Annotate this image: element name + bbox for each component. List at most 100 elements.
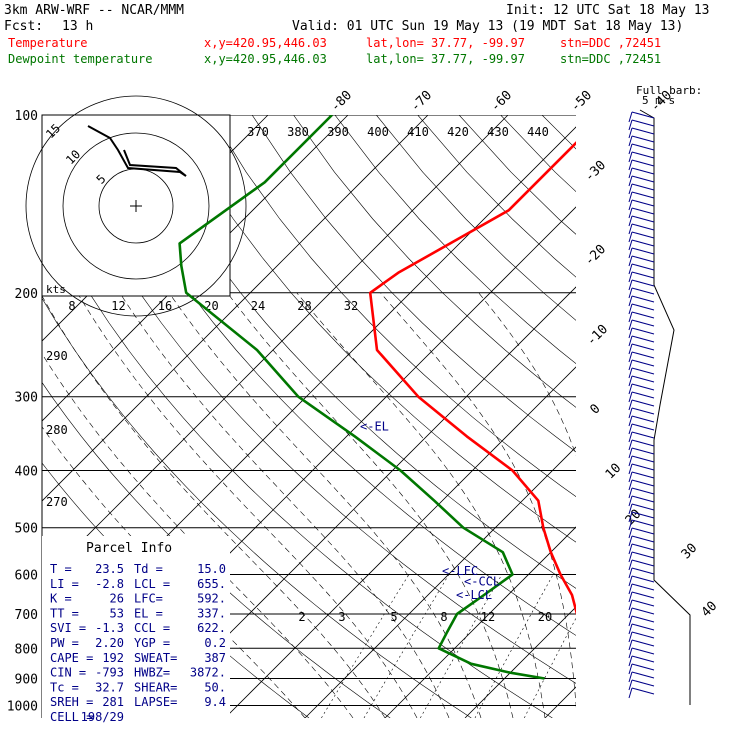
parcel-info-value: 337. xyxy=(197,606,226,620)
el-annotation: <-EL xyxy=(360,420,389,434)
wind-barb xyxy=(631,183,655,191)
pressure-label: 1000 xyxy=(7,699,38,714)
wind-barb xyxy=(631,295,655,303)
wind-barb-flag xyxy=(628,207,633,219)
right-isotherm-label: 40 xyxy=(699,599,721,621)
dewpoint-profile xyxy=(178,115,545,680)
wind-barb xyxy=(631,175,655,183)
wind-barb-flag xyxy=(628,575,633,587)
wind-barb-flag xyxy=(628,255,633,267)
wind-barb xyxy=(631,463,655,471)
moist-adiabat xyxy=(168,292,482,718)
wind-barb-flag xyxy=(628,311,633,323)
wind-barb xyxy=(631,327,655,335)
parcel-info-title: Parcel Info xyxy=(86,541,172,556)
parcel-info-value: 50. xyxy=(204,680,226,694)
dry-adiabat xyxy=(251,115,576,453)
wind-barb-flag xyxy=(628,423,633,435)
parcel-info-label: LFC= xyxy=(134,592,163,606)
parcel-info-label: SVI = xyxy=(50,621,86,635)
wind-barb xyxy=(631,255,655,263)
right-isotherm-label: 10 xyxy=(603,461,625,483)
wind-barb xyxy=(631,551,655,559)
parcel-info-label: YGP = xyxy=(134,636,170,650)
mixing-ratio-bottom-label: 12 xyxy=(481,610,495,624)
mixing-ratio-line xyxy=(589,575,660,719)
parcel-info-label: LI = xyxy=(50,577,79,591)
wind-barb-flag xyxy=(628,535,633,547)
wind-barb xyxy=(631,615,655,623)
dry-adiabat xyxy=(583,115,740,718)
wind-barb xyxy=(631,351,655,359)
wind-barb xyxy=(631,567,655,575)
wind-barb xyxy=(631,311,655,319)
wind-barb xyxy=(631,287,655,295)
wind-barb xyxy=(631,399,655,407)
dewpoint-legend: Dewpoint temperature xyxy=(8,52,153,66)
parcel-info-label: CIN = xyxy=(50,666,86,680)
wind-barb-flag xyxy=(628,271,633,283)
right-isotherm-label: 30 xyxy=(679,541,701,563)
wind-barb xyxy=(631,591,655,599)
parcel-info-label: Td = xyxy=(134,562,163,576)
wind-barb xyxy=(631,511,655,519)
wind-barb xyxy=(631,599,655,607)
parcel-info-label: T = xyxy=(50,562,72,576)
mixing-ratio-top-label: 28 xyxy=(297,299,311,313)
temperature-xy: x,y=420.95,446.03 xyxy=(204,36,327,50)
parcel-info-label: SREH = xyxy=(50,695,93,709)
pressure-label: 700 xyxy=(15,608,38,623)
moist-adiabat xyxy=(119,292,450,718)
wind-barb xyxy=(631,119,655,127)
wind-barb xyxy=(631,607,655,615)
wind-barb-flag xyxy=(628,599,633,611)
hodograph-ring xyxy=(25,95,247,317)
wind-barb-flag xyxy=(628,183,633,195)
wind-barb-flag xyxy=(628,471,633,483)
wind-barb xyxy=(631,455,655,463)
parcel-info-label: Tc = xyxy=(50,680,79,694)
hodograph-trace xyxy=(87,125,187,177)
wind-barb xyxy=(631,279,655,287)
parcel-info-value: -1.3 xyxy=(95,621,124,635)
wind-barb-flag xyxy=(628,687,633,699)
theta-label: 380 xyxy=(287,125,309,139)
wind-barb-flag xyxy=(628,647,633,659)
parcel-info-label: HWBZ= xyxy=(134,666,170,680)
forecast-hours: 13 h xyxy=(62,19,93,34)
right-isotherm-label: -20 xyxy=(582,242,609,269)
wind-barb xyxy=(631,671,655,679)
dry-adiabat xyxy=(334,115,576,364)
wind-barb-flag xyxy=(628,359,633,371)
wind-axis-line xyxy=(639,109,691,705)
wind-barb xyxy=(631,647,655,655)
wind-barb-flag xyxy=(628,375,633,387)
moist-adiabat xyxy=(296,292,546,718)
wind-barb-flag xyxy=(628,199,633,211)
parcel-info-value: 592. xyxy=(197,592,226,606)
parcel-info-value: 622. xyxy=(197,621,226,635)
wind-barb xyxy=(631,151,655,159)
moist-adiabat xyxy=(380,292,576,709)
isotherm-line xyxy=(544,686,576,718)
right-isotherm-label: 20 xyxy=(623,507,645,529)
series-layer xyxy=(178,115,576,680)
wind-barb-flag xyxy=(628,543,633,555)
isotherm-line xyxy=(0,115,28,718)
wind-barb-flag xyxy=(628,383,633,395)
parcel-info-value: -2.8 xyxy=(95,577,124,591)
hodograph-ring xyxy=(62,132,210,280)
wind-barb xyxy=(631,623,655,631)
moist-adiabat xyxy=(77,292,418,718)
wind-barb-flag xyxy=(628,671,633,683)
wind-barb xyxy=(631,127,655,135)
parcel-info-value: 9.4 xyxy=(204,695,226,709)
wind-barb xyxy=(631,447,655,455)
isotherm-line xyxy=(144,286,576,718)
parcel-info-label: CELL = xyxy=(50,710,93,724)
wind-barb xyxy=(631,391,655,399)
wind-barb xyxy=(631,143,655,151)
wind-barb xyxy=(631,303,655,311)
dry-adiabat xyxy=(42,206,553,718)
wind-barb xyxy=(631,575,655,583)
